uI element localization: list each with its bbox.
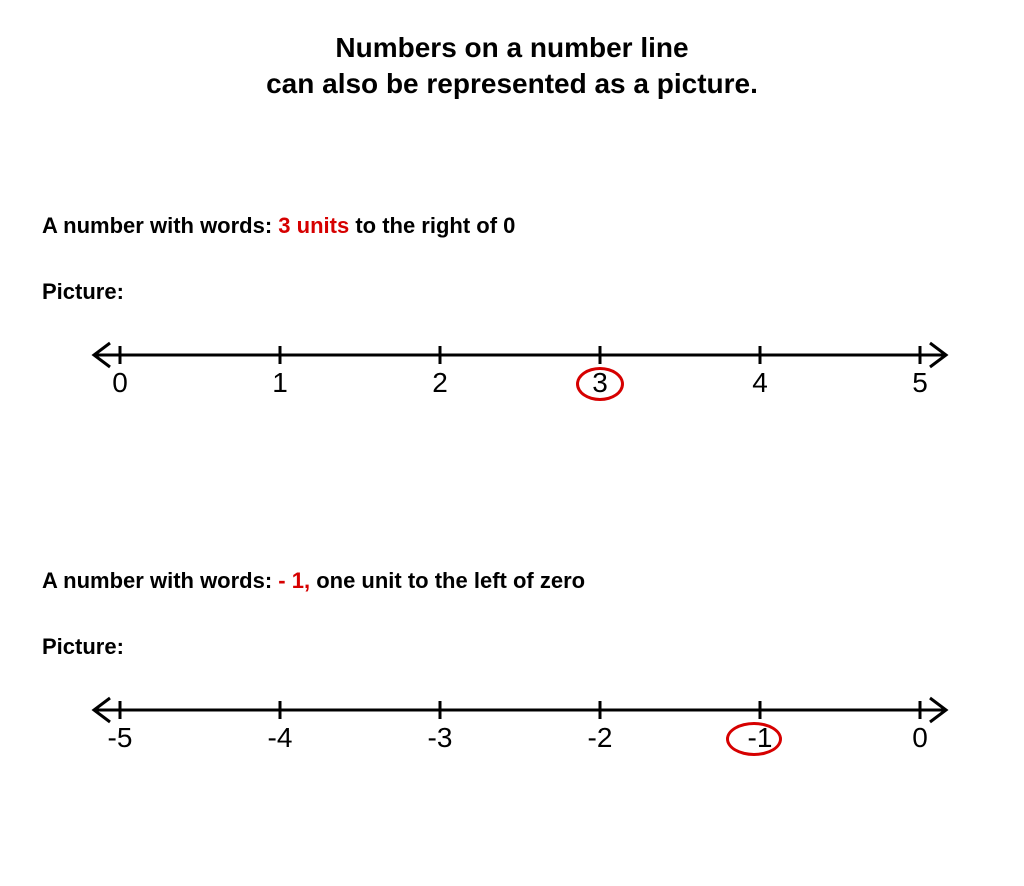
words-highlight: - 1,: [278, 568, 310, 593]
numberline-2: -5 -4 -3 -2 -1 0: [90, 688, 950, 768]
title-line-2: can also be represented as a picture.: [0, 66, 1024, 102]
words-line-1: A number with words: 3 units to the righ…: [42, 213, 982, 239]
tick-label: -4: [268, 722, 293, 754]
numberline-svg: [90, 333, 950, 413]
tick-label: -1: [748, 722, 773, 754]
picture-label-1: Picture:: [42, 279, 982, 305]
tick-label: -5: [108, 722, 133, 754]
numberline-svg: [90, 688, 950, 768]
tick-label: 2: [432, 367, 448, 399]
tick-label: 0: [912, 722, 928, 754]
tick-label: 5: [912, 367, 928, 399]
tick-label: 0: [112, 367, 128, 399]
words-prefix: A number with words:: [42, 213, 278, 238]
tick-label: -3: [428, 722, 453, 754]
words-highlight: 3 units: [278, 213, 349, 238]
words-line-2: A number with words: - 1, one unit to th…: [42, 568, 982, 594]
tick-label: 4: [752, 367, 768, 399]
picture-label-2: Picture:: [42, 634, 982, 660]
tick-label: -2: [588, 722, 613, 754]
words-suffix: to the right of 0: [349, 213, 515, 238]
section-1: A number with words: 3 units to the righ…: [0, 213, 1024, 413]
tick-label: 1: [272, 367, 288, 399]
section-2: A number with words: - 1, one unit to th…: [0, 568, 1024, 768]
title-line-1: Numbers on a number line: [0, 30, 1024, 66]
words-suffix: one unit to the left of zero: [310, 568, 585, 593]
words-prefix: A number with words:: [42, 568, 278, 593]
numberline-1: 0 1 2 3 4 5: [90, 333, 950, 413]
tick-label: 3: [592, 367, 608, 399]
page-title: Numbers on a number line can also be rep…: [0, 0, 1024, 103]
